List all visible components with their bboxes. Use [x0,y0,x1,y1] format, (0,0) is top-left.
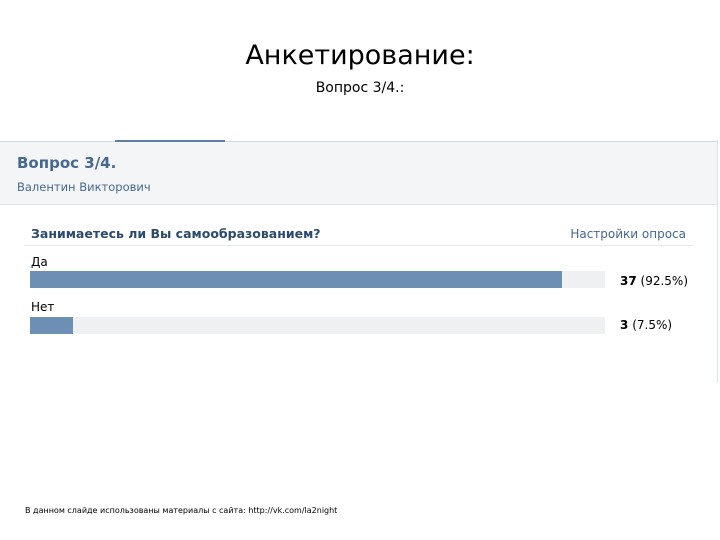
option-percent: (7.5%) [632,318,673,332]
option-bar-fill [30,271,562,288]
option-label: Нет [31,300,55,314]
slide-title: Анкетирование: [245,40,475,71]
slide-footer: В данном слайде использованы материалы с… [25,506,338,515]
poll-author-link[interactable]: Валентин Викторович [17,180,151,194]
slide-subtitle: Вопрос 3/4.: [315,80,405,96]
poll-question: Занимаетесь ли Вы самообразованием? [31,226,321,241]
option-result: 3 (7.5%) [620,318,672,332]
option-count: 37 [620,274,637,288]
option-result: 37 (92.5%) [620,274,688,288]
option-count: 3 [620,318,629,332]
option-label: Да [31,255,48,269]
poll-screenshot: Вопрос 3/4. Валентин Викторович Занимает… [0,140,718,383]
option-bar-fill [30,317,74,334]
poll-title: Вопрос 3/4. [17,154,117,172]
divider [0,141,717,142]
poll-settings-link[interactable]: Настройки опроса [570,227,686,241]
option-percent: (92.5%) [640,274,689,288]
divider [24,245,694,246]
poll-header: Вопрос 3/4. Валентин Викторович [0,142,717,205]
option-bar[interactable] [30,317,605,334]
active-tab-indicator [115,140,225,142]
option-bar[interactable] [30,271,605,288]
